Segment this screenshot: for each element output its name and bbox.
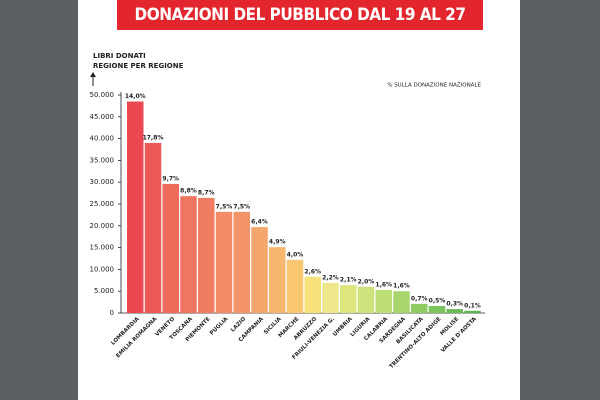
data-label: 8,8%	[180, 188, 197, 195]
bar	[286, 259, 304, 313]
y-tick-label: 45.000	[90, 113, 115, 121]
bar	[464, 310, 481, 313]
bar	[304, 276, 321, 313]
y-tick-label: 20.000	[90, 222, 115, 230]
data-label: 8,7%	[198, 189, 215, 196]
data-label: 2,6%	[304, 268, 321, 275]
bar	[144, 142, 162, 313]
data-label: 6,4%	[251, 219, 268, 226]
note: % SULLA DONAZIONE NAZIONALE	[387, 83, 481, 89]
data-label: 0,5%	[429, 298, 446, 305]
data-label: 2,0%	[358, 278, 375, 285]
data-label: 14,0%	[125, 93, 146, 100]
y-tick-label: 40.000	[90, 135, 115, 143]
bar	[127, 101, 144, 313]
bar	[340, 285, 357, 313]
bar	[198, 197, 215, 313]
bar	[251, 227, 268, 313]
bar	[322, 282, 339, 313]
bar	[269, 247, 286, 313]
bar	[215, 211, 233, 313]
bar	[428, 306, 446, 313]
data-label: 0,1%	[464, 302, 481, 309]
data-label: 9,7%	[162, 175, 179, 182]
data-label: 7,5%	[233, 203, 250, 210]
y-tick-label: 25.000	[90, 200, 115, 208]
data-label: 1,6%	[375, 281, 392, 288]
data-label: 1,6%	[393, 283, 410, 290]
data-label: 0,7%	[411, 295, 428, 302]
y-tick-label: 30.000	[90, 178, 115, 186]
data-label: 4,9%	[269, 239, 286, 246]
y-axis-title: REGIONE PER REGIONE	[93, 62, 184, 70]
chart-title: DONAZIONI DEL PUBBLICO DAL 19 AL 27 OTTO…	[117, 0, 483, 55]
data-label: 4,0%	[287, 251, 304, 258]
axis-arrow-head	[90, 72, 96, 77]
bar	[375, 289, 392, 313]
y-tick-label: 0	[110, 309, 114, 317]
data-label: 2,1%	[340, 277, 357, 284]
bar	[180, 196, 197, 313]
bar	[357, 286, 375, 313]
data-label: 2,2%	[322, 274, 339, 281]
y-tick-label: 5.000	[94, 287, 114, 295]
data-label: 0,3%	[446, 301, 463, 308]
bar	[446, 309, 463, 313]
x-tick-label: VALLE D'AOSTA	[440, 316, 478, 354]
bar	[233, 211, 250, 313]
bar	[162, 183, 179, 313]
data-label: 7,5%	[216, 203, 233, 210]
data-label: 17,8%	[143, 134, 164, 141]
y-tick-label: 15.000	[90, 244, 115, 252]
bar	[393, 291, 410, 313]
bar	[411, 303, 428, 313]
y-tick-label: 50.000	[90, 91, 115, 99]
y-axis-title: LIBRI DONATI	[93, 52, 146, 60]
y-tick-label: 35.000	[90, 156, 115, 164]
x-tick-label: PUGLIA	[209, 316, 230, 337]
y-tick-label: 10.000	[90, 265, 115, 273]
